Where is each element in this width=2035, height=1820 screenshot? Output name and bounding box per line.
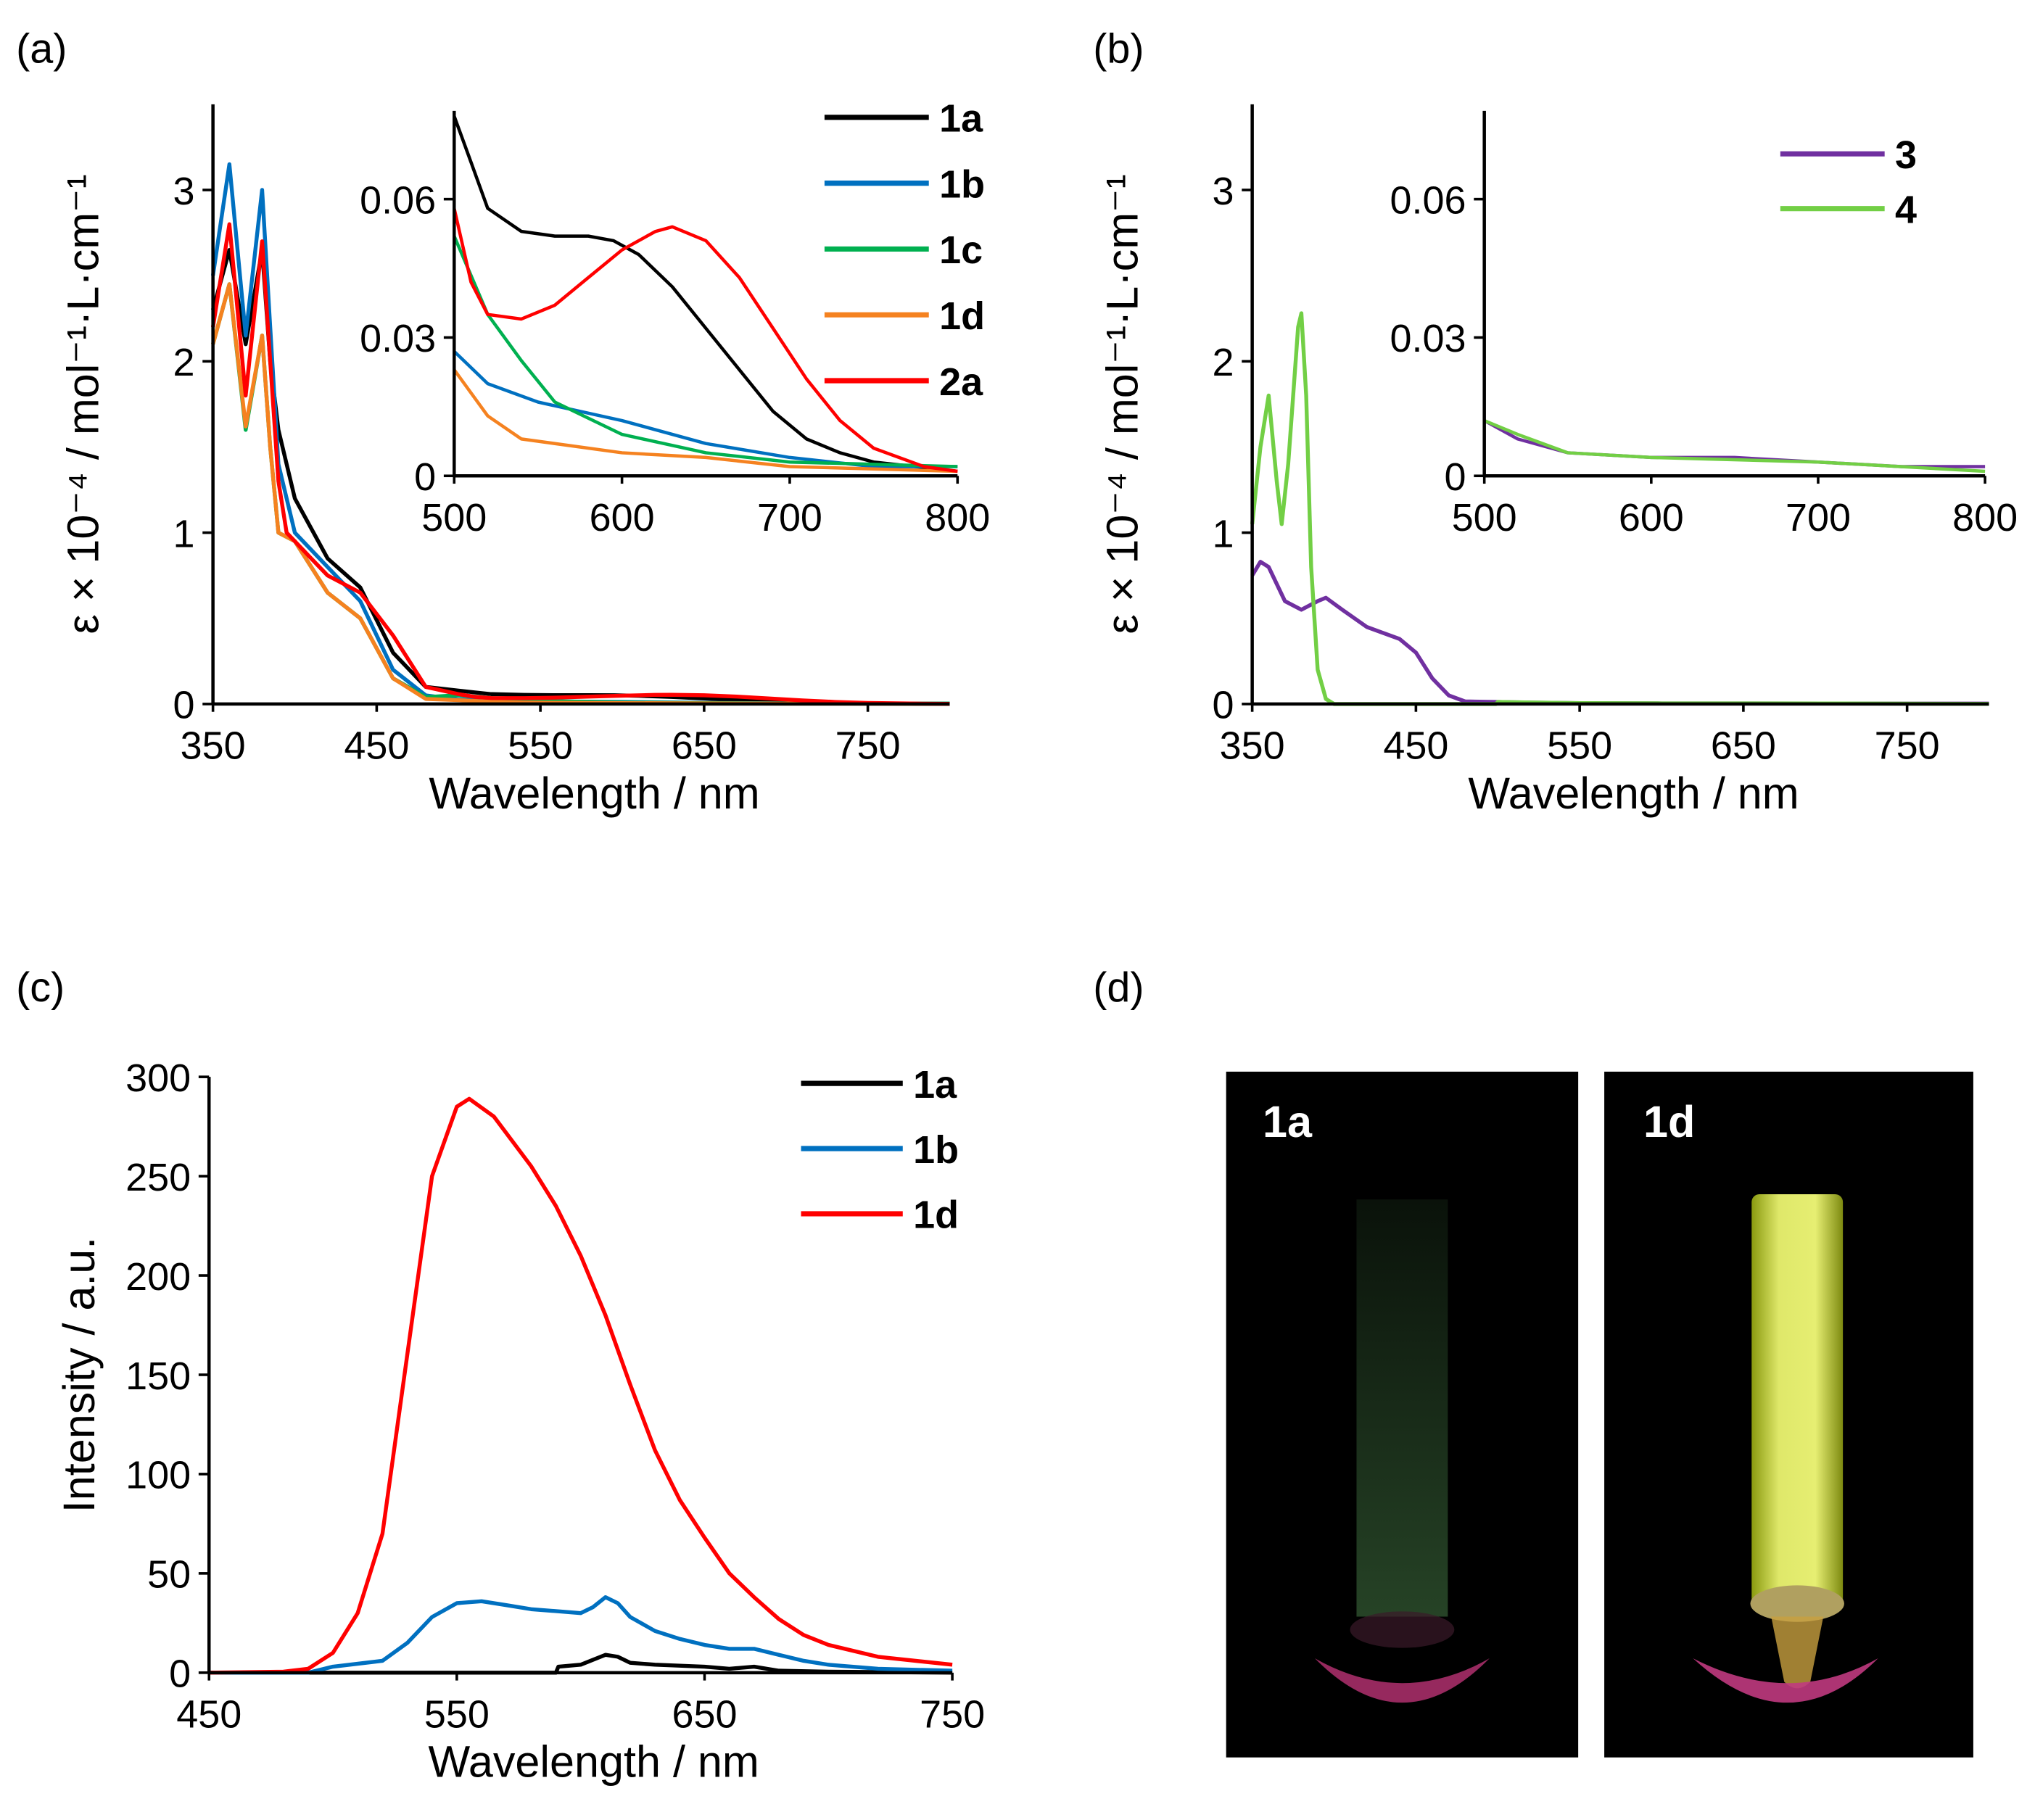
y-tick-label: 2	[173, 341, 194, 384]
legend-label-1b: 1b	[913, 1128, 959, 1172]
series-line-1d	[209, 1096, 953, 1675]
y-tick-label: 300	[125, 1056, 191, 1100]
inset-x-tick-label: 500	[421, 496, 487, 539]
y-tick-label: 50	[147, 1553, 191, 1597]
x-tick-label: 750	[1875, 724, 1940, 767]
panel-label-b: (b)	[1093, 25, 1144, 72]
inset-y-tick-label: 0.03	[360, 317, 436, 360]
inset-y-tick-label: 0.06	[360, 178, 436, 222]
inset-x-tick-label: 800	[925, 496, 990, 539]
inset-y-tick-label: 0	[414, 455, 436, 499]
inset-x-tick-label: 600	[590, 496, 655, 539]
x-tick-label: 350	[1220, 724, 1285, 767]
inset-y-tick-label: 0.06	[1390, 178, 1466, 222]
series-line-1b	[210, 162, 950, 706]
x-tick-label: 450	[344, 724, 409, 767]
y-tick-label: 0	[173, 684, 194, 727]
panel-c-chart: 450 550 650 750 0 50 100 150 200 250 300 Wavelength…	[54, 1056, 985, 1787]
x-tick-label: 750	[920, 1692, 985, 1736]
series-line-1a	[209, 1653, 953, 1675]
x-tick-label: 750	[835, 724, 901, 767]
x-axis-title: Wavelength / nm	[428, 1737, 759, 1787]
inset-chart: 500 600 700 800 0 0.03 0.06	[360, 110, 990, 539]
legend-label-1d: 1d	[939, 294, 985, 338]
inset-x-tick-label: 800	[1952, 496, 2018, 539]
photo-label-1a: 1a	[1263, 1097, 1313, 1146]
inset-x-tick-label: 600	[1619, 496, 1684, 539]
inset-x-tick-label: 500	[1452, 496, 1517, 539]
legend-label-1d: 1d	[913, 1194, 959, 1237]
y-axis-title: ε × 10⁻⁴ / mol⁻¹·L·cm⁻¹	[1097, 174, 1147, 634]
y-tick-label: 3	[1212, 170, 1234, 213]
inset-x-tick-label: 700	[757, 496, 822, 539]
legend-label-3: 3	[1895, 133, 1917, 177]
series-line-3	[1250, 560, 1989, 706]
x-tick-label: 650	[672, 724, 737, 767]
inset-series-line-2a	[453, 207, 958, 473]
inset-x-tick-label: 700	[1786, 496, 1851, 539]
legend: 34	[1780, 133, 1917, 231]
legend-label-4: 4	[1895, 188, 1917, 231]
panel-label-c: (c)	[16, 964, 65, 1011]
y-axis-title: ε × 10⁻⁴ / mol⁻¹·L·cm⁻¹	[58, 174, 107, 634]
y-tick-label: 2	[1212, 341, 1234, 384]
legend: 1a 1b 1c 1d 2a	[824, 97, 985, 404]
panel-d-photos: 1a 1d	[1226, 1071, 1973, 1758]
y-tick-label: 3	[173, 170, 194, 213]
legend-label-1b: 1b	[939, 162, 985, 206]
inset-series-line-1c	[453, 235, 958, 468]
x-tick-label: 450	[1383, 724, 1448, 767]
photo-1d: 1d	[1604, 1071, 1973, 1758]
x-tick-label: 650	[672, 1692, 737, 1736]
panel-label-a: (a)	[16, 25, 67, 72]
x-tick-label: 550	[424, 1692, 490, 1736]
series-line-1c	[211, 282, 950, 706]
y-tick-label: 150	[125, 1354, 191, 1398]
photo-1a: 1a	[1226, 1071, 1579, 1758]
x-tick-label: 450	[176, 1692, 242, 1736]
inset-y-tick-label: 0	[1445, 455, 1466, 499]
x-axis-title: Wavelength / nm	[1468, 769, 1799, 818]
legend-label-1c: 1c	[939, 228, 983, 272]
legend-label-1a: 1a	[913, 1063, 957, 1107]
inset-y-tick-label: 0.03	[1390, 317, 1466, 360]
photo-label-1d: 1d	[1643, 1097, 1695, 1146]
series-line-1b	[209, 1595, 953, 1675]
y-tick-label: 200	[125, 1255, 191, 1299]
legend-label-2a: 2a	[939, 360, 983, 404]
panel-label-d: (d)	[1093, 964, 1144, 1011]
x-tick-label: 650	[1711, 724, 1776, 767]
x-tick-label: 550	[508, 724, 573, 767]
panel-b-chart: 350 450 550 650 750 0 1 2 3 Wavelength / nm ε × 10…	[1097, 104, 2018, 818]
panel-a-chart: 350 450 550 650 750 0 1 2 3 Wavelength / nm ε × 10…	[58, 97, 990, 818]
y-tick-label: 250	[125, 1156, 191, 1199]
inset-series-line-1d	[453, 368, 958, 473]
x-axis-title: Wavelength / nm	[429, 769, 759, 818]
inset-series-line-1a	[453, 115, 958, 473]
x-tick-label: 550	[1547, 724, 1612, 767]
y-tick-label: 0	[169, 1653, 191, 1696]
legend-label-1a: 1a	[939, 97, 983, 141]
inset-chart: 500 600 700 800 0 0.03 0.06	[1390, 110, 2018, 539]
inset-series-line-4	[1483, 418, 1986, 473]
x-tick-label: 350	[181, 724, 246, 767]
series-line-1d	[211, 282, 950, 706]
legend: 1a 1b 1d	[801, 1063, 959, 1237]
y-tick-label: 0	[1212, 684, 1234, 727]
y-axis-title: Intensity / a.u.	[54, 1237, 104, 1513]
series-line-2a	[210, 222, 950, 706]
y-tick-label: 1	[173, 512, 194, 555]
y-tick-label: 1	[1212, 512, 1234, 555]
y-tick-label: 100	[125, 1454, 191, 1497]
